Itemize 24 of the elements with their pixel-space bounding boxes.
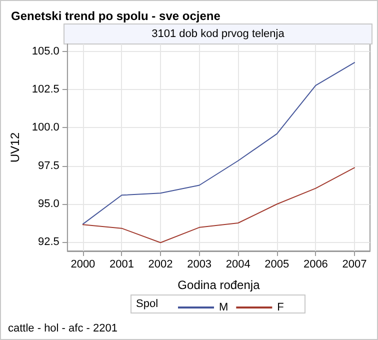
x-tick-label: 2000 — [70, 258, 96, 270]
x-tick-label: 2001 — [109, 258, 134, 270]
x-tick-label: 2006 — [303, 258, 328, 270]
y-tick-label: 95.0 — [38, 198, 60, 210]
x-tick-label: 2003 — [187, 258, 212, 270]
y-tick-label: 105.0 — [32, 46, 60, 58]
text: cattle - hol - afc - 2201 — [8, 322, 118, 334]
x-tick-label: 2002 — [148, 258, 173, 270]
line-series — [82, 62, 355, 225]
y-tick-label: 92.5 — [38, 236, 60, 248]
y-tick-label: 100.0 — [32, 122, 60, 134]
legend-label: M — [219, 302, 228, 314]
x-tick-label: 2004 — [226, 258, 250, 270]
x-tick-label: 2007 — [342, 258, 367, 270]
legend-title: Spol — [136, 298, 158, 310]
legend-label: F — [277, 302, 284, 314]
line-series — [82, 167, 355, 244]
y-tick-label: 97.5 — [38, 160, 60, 172]
chart-subtitle: 3101 dob kod prvog telenja — [152, 28, 286, 40]
x-axis-title: Godina rođenja — [178, 278, 260, 292]
y-tick-label: 102.5 — [32, 84, 60, 96]
y-axis-title: UV12 — [8, 132, 22, 163]
chart-title: Genetski trend po spolu - sve ocjene — [11, 9, 221, 23]
x-tick-label: 2005 — [264, 258, 290, 270]
